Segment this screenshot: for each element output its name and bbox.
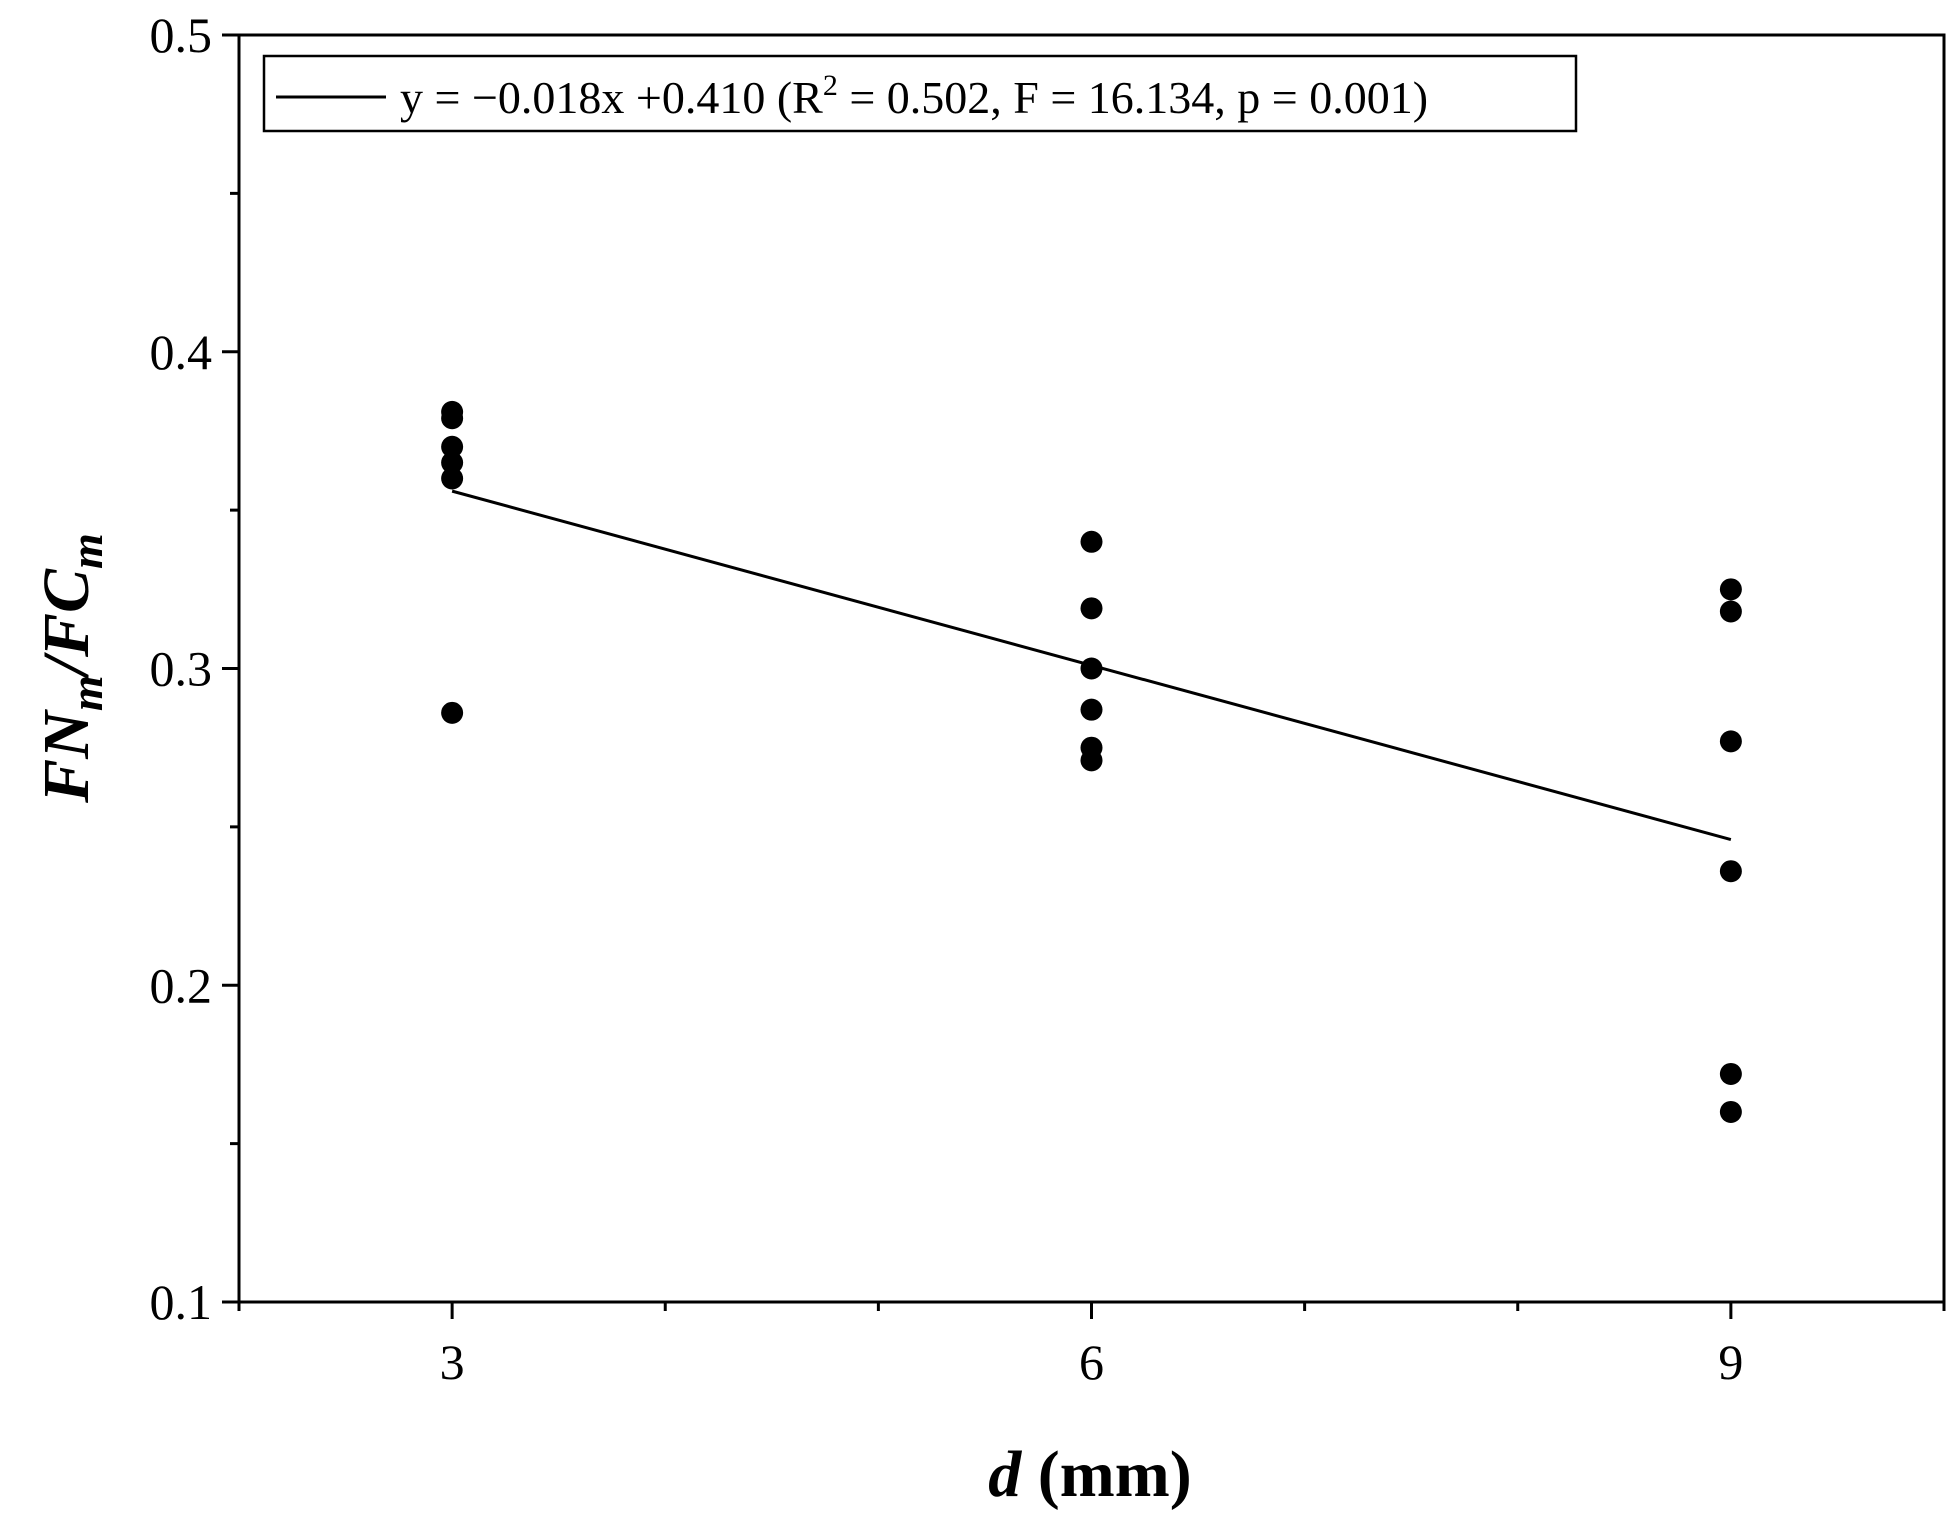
x-axis-title-unit: (mm) — [1021, 1438, 1191, 1511]
data-point — [441, 407, 464, 430]
data-point — [441, 701, 464, 724]
data-point — [1080, 698, 1103, 721]
y-axis-title-sub1: m — [61, 675, 112, 711]
y-tick-label: 0.4 — [150, 324, 213, 380]
data-point — [1719, 578, 1742, 601]
data-point — [1080, 597, 1103, 620]
data-point — [1080, 530, 1103, 553]
legend-text: y = −0.018x +0.410 (R2 = 0.502, F = 16.1… — [400, 69, 1428, 123]
x-tick-label: 6 — [1079, 1334, 1104, 1390]
legend-box — [262, 54, 1578, 133]
data-point — [441, 451, 464, 474]
tick-labels: 3 6 9 0.1 0.2 0.3 0.4 0.5 — [150, 7, 1744, 1390]
data-point — [441, 467, 464, 490]
data-point — [1719, 730, 1742, 753]
legend: y = −0.018x +0.410 (R2 = 0.502, F = 16.1… — [262, 54, 1578, 133]
data-point — [1719, 860, 1742, 883]
x-axis-title-var: d — [988, 1438, 1022, 1511]
y-tick-label: 0.5 — [150, 7, 213, 63]
data-point — [1080, 749, 1103, 772]
x-tick-label: 9 — [1718, 1334, 1743, 1390]
axis-ticks — [222, 33, 1946, 1319]
y-tick-label: 0.2 — [150, 957, 213, 1013]
data-point — [1080, 657, 1103, 680]
data-point — [1719, 1100, 1742, 1123]
data-points — [441, 400, 1742, 1123]
y-axis-title-sub2: m — [61, 533, 112, 569]
data-point — [441, 435, 464, 458]
y-axis-title-part1: FN — [30, 709, 103, 804]
y-tick-label: 0.1 — [150, 1274, 213, 1330]
legend-text-sup: 2 — [823, 69, 838, 102]
legend-text-suffix: = 0.502, F = 16.134, p = 0.001) — [838, 72, 1428, 123]
y-axis-title: FNm/FCm — [30, 533, 112, 804]
x-axis-title: d (mm) — [988, 1438, 1191, 1511]
y-tick-label: 0.3 — [150, 641, 213, 697]
x-tick-label: 3 — [440, 1334, 465, 1390]
data-point — [1719, 1062, 1742, 1085]
data-point — [1719, 600, 1742, 623]
legend-text-prefix: y = −0.018x +0.410 (R — [400, 72, 823, 123]
y-axis-title-part2: /FC — [30, 568, 103, 679]
